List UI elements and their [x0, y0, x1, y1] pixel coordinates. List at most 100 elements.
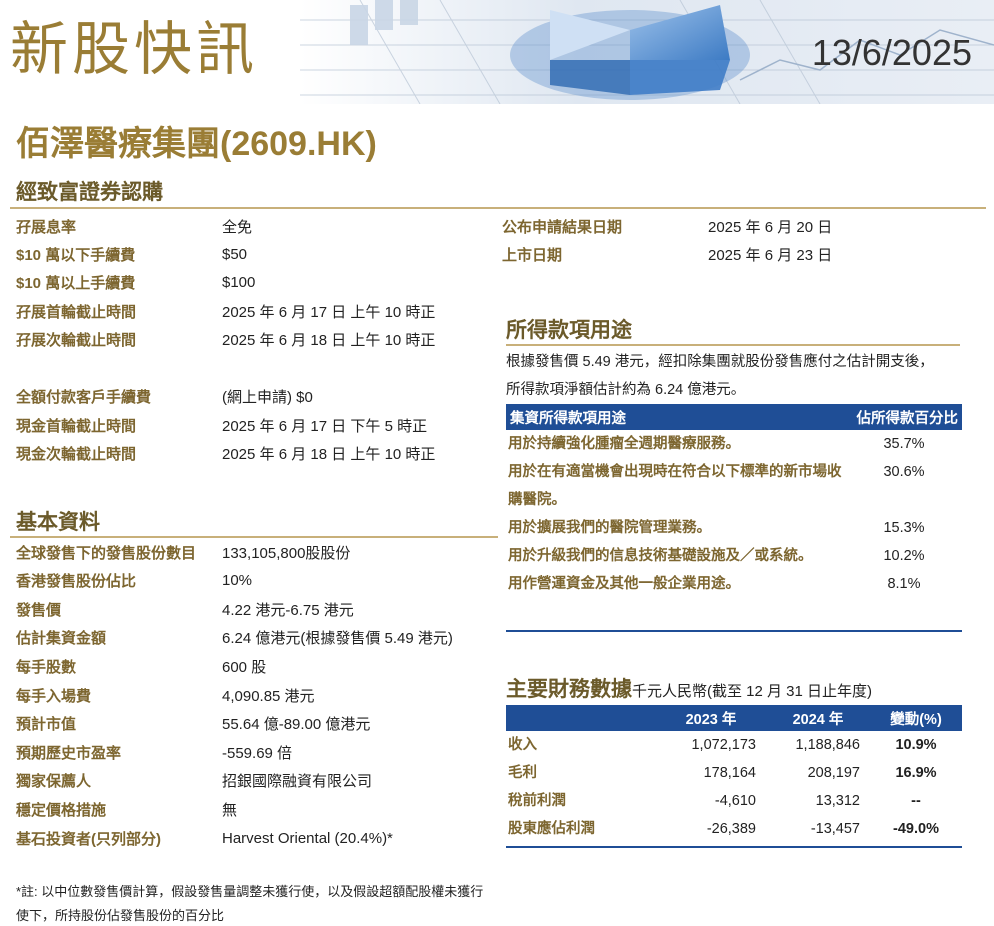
info-label: 現金次輪截止時間 — [16, 445, 137, 463]
footnote: *註: 以中位數發售價計算，假設發售量調整未獲行使，以及假設超額配股權未獲行使下… — [16, 884, 484, 923]
info-value: 4,090.85 港元 — [222, 687, 315, 705]
value-2023: 1,072,173 — [691, 737, 756, 753]
info-row: 基石投資者(只列部分) Harvest Oriental (20.4%)* — [16, 824, 393, 852]
proceeds-use: 用於擴展我們的醫院管理業務。 — [508, 520, 711, 536]
financials-table-bottom — [506, 846, 962, 848]
basic-info-heading: 基本資料 — [16, 511, 100, 534]
info-value: 4.22 港元-6.75 港元 — [222, 601, 354, 619]
proceeds-table-header: 集資所得款項用途 佔所得款百分比 — [506, 404, 962, 430]
info-value: 6.24 億港元(根據發售價 5.49 港元) — [222, 630, 453, 648]
info-row: $10 萬以下手續費 $50 — [16, 240, 247, 268]
info-row: 孖展首輪截止時間 2025 年 6 月 17 日 上午 10 時正 — [16, 297, 435, 325]
info-value: 55.64 億-89.00 億港元 — [222, 716, 371, 734]
info-label: 香港發售股份佔比 — [16, 573, 137, 591]
col-2023: 2023 年 — [656, 705, 766, 731]
info-value: -559.69 倍 — [222, 744, 293, 762]
proceeds-percentage: 8.1% — [887, 576, 921, 592]
info-value: 600 股 — [222, 658, 267, 676]
publication-title: 新股快訊 — [10, 15, 259, 83]
info-row: 穩定價格措施 無 — [16, 795, 237, 823]
info-label: $10 萬以下手續費 — [16, 246, 136, 264]
col-2024: 2024 年 — [766, 705, 870, 731]
info-label: 孖展首輪截止時間 — [16, 303, 137, 321]
change-percent: -49.0% — [893, 821, 939, 837]
info-label: $10 萬以上手續費 — [16, 274, 136, 292]
info-value: $50 — [222, 245, 248, 263]
info-value: 2025 年 6 月 20 日 — [708, 218, 833, 236]
financials-row: 收入 1,072,173 1,188,846 10.9% — [506, 731, 962, 759]
financials-table: 2023 年 2024 年 變動(%) 收入 1,072,173 1,188,846… — [506, 705, 962, 843]
info-row: 香港發售股份佔比 10% — [16, 567, 252, 595]
info-row: 預期歷史市盈率 -559.69 倍 — [16, 738, 292, 766]
proceeds-row: 用於升級我們的信息技術基礎設施及／或系統。 10.2% — [506, 542, 962, 570]
subscription-heading: 經致富證券認購 — [16, 181, 163, 204]
info-value: (網上申請) $0 — [222, 388, 313, 406]
financials-row: 毛利 178,164 208,197 16.9% — [506, 759, 962, 787]
info-label: 穩定價格措施 — [16, 801, 107, 819]
financials-header-row: 2023 年 2024 年 變動(%) — [506, 705, 962, 731]
financial-chart-illustration — [300, 0, 994, 104]
value-2024: 1,188,846 — [795, 737, 860, 753]
info-row: 每手入場費 4,090.85 港元 — [16, 681, 315, 709]
financials-title: 主要財務數據千元人民幣(截至 12 月 31 日止年度) — [506, 673, 872, 703]
info-value: 2025 年 6 月 23 日 — [708, 246, 833, 264]
info-row: 發售價 4.22 港元-6.75 港元 — [16, 595, 354, 623]
info-row: 上市日期 2025 年 6 月 23 日 — [502, 240, 832, 268]
info-value: 2025 年 6 月 17 日 上午 10 時正 — [222, 303, 436, 321]
proceeds-divider — [506, 344, 960, 346]
info-label: 估計集資金額 — [16, 630, 107, 648]
financials-item: 收入 — [508, 737, 537, 753]
info-label: 基石投資者(只列部分) — [16, 830, 161, 848]
info-label: 現金首輪截止時間 — [16, 417, 137, 435]
section-divider — [10, 207, 986, 209]
info-row: 現金次輪截止時間 2025 年 6 月 18 日 上午 10 時正 — [16, 439, 435, 467]
info-row: 全球發售下的發售股份數目 133,105,800股股份 — [16, 538, 350, 566]
proceeds-row: 用於在有適當機會出現時在符合以下標準的新市場收購醫院。 30.6% — [506, 458, 962, 514]
value-2023: -4,610 — [714, 793, 756, 809]
info-row: 預計市值 55.64 億-89.00 億港元 — [16, 710, 370, 738]
info-label: 預期歷史市盈率 — [16, 744, 122, 762]
value-2024: 208,197 — [807, 765, 860, 781]
change-percent: 16.9% — [895, 765, 937, 781]
info-value: 招銀國際融資有限公司 — [222, 773, 373, 791]
change-percent: 10.9% — [895, 737, 937, 753]
financials-item: 毛利 — [508, 765, 537, 781]
info-value: 2025 年 6 月 17 日 下午 5 時正 — [222, 417, 428, 435]
info-label: 全額付款客戶手續費 — [16, 388, 152, 406]
proceeds-percentage: 30.6% — [883, 464, 925, 480]
proceeds-row: 用於擴展我們的醫院管理業務。 15.3% — [506, 514, 962, 542]
value-2023: 178,164 — [703, 765, 756, 781]
financials-unit: 千元人民幣(截至 12 月 31 日止年度) — [632, 683, 873, 700]
proceeds-table: 集資所得款項用途 佔所得款百分比 用於持續強化腫瘤全週期醫療服務。 35.7% 用於… — [506, 404, 962, 598]
info-label: 孖展次輪截止時間 — [16, 331, 137, 349]
info-value: 2025 年 6 月 18 日 上午 10 時正 — [222, 445, 436, 463]
info-label: 每手入場費 — [16, 687, 92, 705]
info-value: Harvest Oriental (20.4%)* — [222, 829, 393, 847]
company-name: 佰澤醫療集團(2609.HK) — [16, 125, 377, 163]
info-value: $100 — [222, 273, 256, 291]
col-change: 變動(%) — [870, 705, 962, 731]
proceeds-use: 用作營運資金及其他一般企業用途。 — [508, 576, 740, 592]
info-row: 每手股數 600 股 — [16, 652, 266, 680]
info-row: 全額付款客戶手續費 (網上申請) $0 — [16, 382, 313, 410]
proceeds-use: 用於在有適當機會出現時在符合以下標準的新市場收購醫院。 — [508, 464, 842, 508]
proceeds-percentage: 15.3% — [883, 520, 925, 536]
info-label: 發售價 — [16, 601, 62, 619]
proceeds-heading: 所得款項用途 — [506, 319, 632, 342]
col-use: 集資所得款項用途 — [506, 404, 846, 430]
info-label: 獨家保薦人 — [16, 773, 92, 791]
proceeds-percentage: 10.2% — [883, 548, 925, 564]
info-row: 現金首輪截止時間 2025 年 6 月 17 日 下午 5 時正 — [16, 411, 427, 439]
info-row: 孖展次輪截止時間 2025 年 6 月 18 日 上午 10 時正 — [16, 325, 435, 353]
info-row: 獨家保薦人 招銀國際融資有限公司 — [16, 767, 372, 795]
col-item — [506, 705, 656, 731]
basic-info-divider — [10, 536, 498, 538]
info-value: 全免 — [222, 218, 253, 236]
col-percentage: 佔所得款百分比 — [846, 404, 962, 430]
info-value: 10% — [222, 572, 253, 590]
banner: 新股快訊 13/6/2025 — [0, 0, 994, 104]
financials-row: 股東應佔利潤 -26,389 -13,457 -49.0% — [506, 815, 962, 843]
issue-date: 13/6/2025 — [811, 32, 972, 73]
value-2024: -13,457 — [810, 821, 860, 837]
proceeds-row: 用作營運資金及其他一般企業用途。 8.1% — [506, 570, 962, 598]
